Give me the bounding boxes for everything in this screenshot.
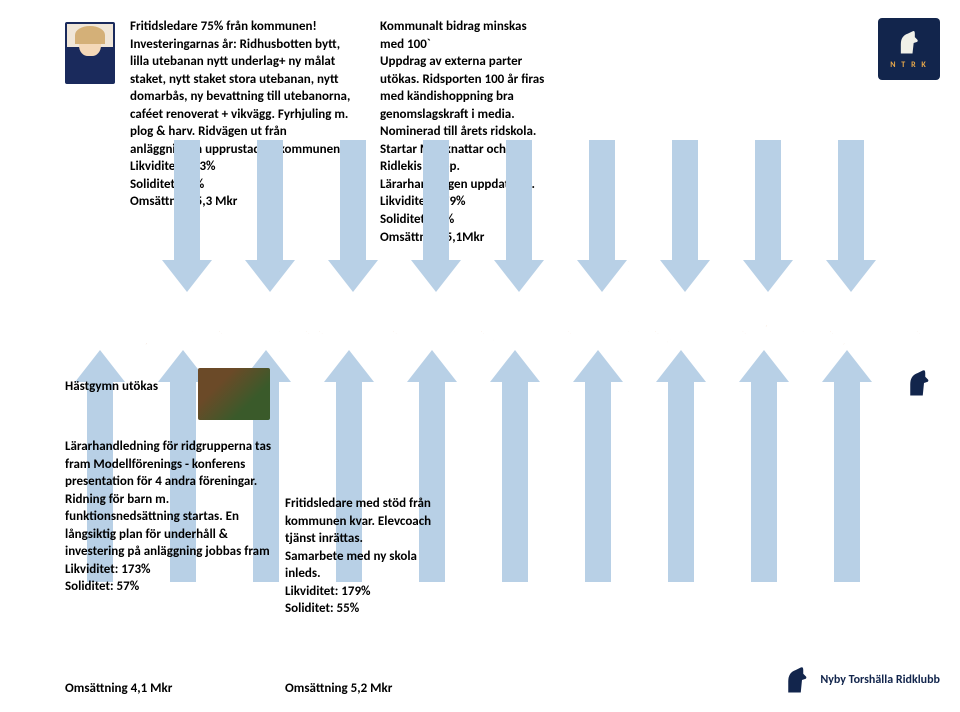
horse-icon	[895, 28, 923, 58]
down-arrow	[826, 140, 876, 300]
logo-abbrev: N T R K	[890, 60, 928, 70]
down-arrow	[162, 140, 212, 300]
year-2016: 2016	[698, 322, 785, 348]
horse-icon	[782, 664, 812, 696]
year-2014: 2014	[524, 322, 611, 348]
down-arrow	[328, 140, 378, 300]
footer-club-name: Nyby Torshälla Ridklubb	[820, 673, 940, 687]
year-2017: 2017	[785, 322, 872, 348]
hastgymn-label: Hästgymn utökas	[65, 378, 285, 396]
timeline-years: 2008200920102011201220132014201520162017…	[0, 322, 960, 348]
avatar-photo	[65, 22, 115, 84]
year-2009: 2009	[87, 322, 174, 348]
ntrk-logo: N T R K	[878, 18, 940, 80]
bottom-text-block-left: Lärarhandledning för ridgrupperna tas fr…	[65, 438, 280, 596]
down-arrows-row	[162, 140, 876, 300]
horse-silhouette-icon	[904, 365, 934, 401]
down-arrow	[245, 140, 295, 300]
up-arrow	[490, 350, 540, 590]
down-arrow	[577, 140, 627, 300]
up-arrow	[656, 350, 706, 590]
year-2008: 2008	[0, 322, 87, 348]
up-arrow	[739, 350, 789, 590]
up-arrow	[573, 350, 623, 590]
year-2010: 2010	[175, 322, 262, 348]
down-arrow	[494, 140, 544, 300]
omsattning-right: Omsättning 5,2 Mkr	[285, 680, 485, 698]
year-2015: 2015	[611, 322, 698, 348]
year-2012: 2012	[349, 322, 436, 348]
omsattning-left: Omsättning 4,1 Mkr	[65, 680, 265, 698]
year-2013: 2013	[436, 322, 523, 348]
down-arrow	[411, 140, 461, 300]
bottom-text-block-right: Fritidsledare med stöd från kommunen kva…	[285, 495, 445, 618]
year-2018: 2018	[873, 322, 960, 348]
top-section: Fritidsledare 75% från kommunen!Invester…	[0, 0, 960, 320]
up-arrow	[822, 350, 872, 590]
down-arrow	[743, 140, 793, 300]
year-2011: 2011	[262, 322, 349, 348]
footer-logo: Nyby Torshälla Ridklubb	[782, 664, 940, 696]
down-arrow	[660, 140, 710, 300]
